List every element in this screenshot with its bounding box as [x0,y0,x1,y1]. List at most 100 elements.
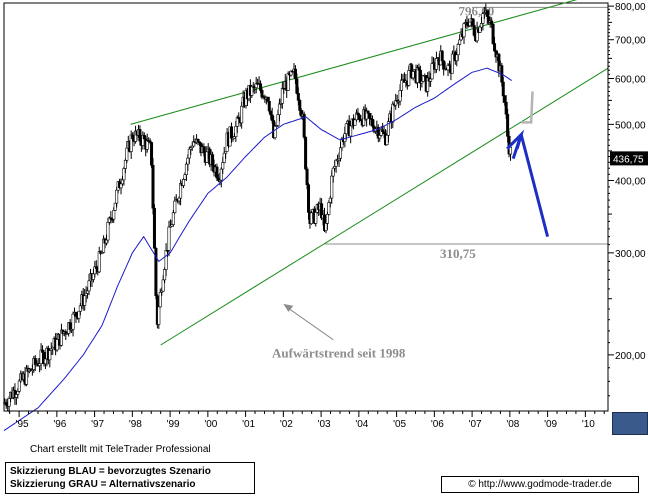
candle-body [157,306,161,325]
candle-body [177,197,181,202]
candle-body [14,394,18,398]
x-tick-label: '07 [469,419,482,430]
candle-body [152,207,156,249]
candle-body [366,110,370,114]
candle-body [84,293,88,297]
candle-body [78,305,82,312]
candle-body [442,60,446,70]
candle-body [4,402,8,406]
plot-area [3,2,609,412]
candle-body [314,212,318,224]
candle-body [186,157,190,165]
candle-body [504,101,508,115]
x-tick-label: '09 [544,419,557,430]
candle-body [450,53,454,74]
candle-body [104,239,108,244]
candle-body [455,54,459,62]
candle-body [173,200,177,214]
y-tick-label: 500,00 [615,120,646,131]
candle-body [456,44,460,56]
candle-body [378,135,382,139]
x-tick-label: '06 [431,419,444,430]
candle-body [417,67,421,71]
candle-body [338,147,342,159]
candle [151,158,155,215]
candle-body [164,250,168,270]
candle-body [123,159,127,169]
candle-body [357,114,361,120]
candle-body [305,168,309,186]
candle-body [267,100,271,112]
candle-body [115,189,119,204]
candle-body [503,95,507,103]
candle-body [77,310,81,319]
candle-body [407,70,411,86]
y-tick-label: 800,00 [615,2,646,13]
candle-body [167,226,171,251]
trend-annotation: Aufwärtstrend seit 1998 [272,345,406,360]
candle-body [324,223,328,231]
moving-average-line [3,67,512,432]
candle-body [479,23,483,28]
candle-body [325,214,329,224]
x-axis: '95 '96 '97 '98 '99 '00 '01 '02 '03 '04 '05 '06 '07 '… [4,410,608,430]
x-tick-label: '01 [242,419,255,430]
channel-upper-line [130,0,578,125]
x-tick-label: '04 [355,419,368,430]
candle-body [142,134,146,140]
candle-body [211,154,215,166]
candle-body [481,13,485,24]
chart-credit: Chart erstellt mit TeleTrader Profession… [30,444,211,455]
candle-body [125,147,129,161]
x-tick-label: '08 [506,419,519,430]
candle-body [41,349,45,353]
candle-body [509,146,513,155]
y-tick-label: 400,00 [615,176,646,187]
candle-body [280,87,284,104]
candle-body [71,313,75,330]
website-link[interactable]: © http://www.godmode-trader.de [441,476,639,493]
candle-body [353,119,357,126]
scenario-arrows [506,91,550,238]
x-tick-label: '99 [167,419,180,430]
candle-body [158,291,162,308]
x-tick-label: '00 [204,419,217,430]
candle-body [331,167,335,177]
candle [304,136,308,171]
candle-body [471,18,475,26]
candle-body [150,142,154,166]
candle [150,142,154,168]
candle-body [87,280,91,292]
candle-body [430,63,434,80]
candle-body [330,175,334,199]
y-axis: 800,00 700,00 600,00 500,00 400,00 300,00 200,… [607,2,648,411]
level-label: 310,75 [440,246,476,261]
candlesticks [3,3,513,413]
candle-body [205,151,209,163]
candle-body [260,90,264,98]
y-tick-label: 300,00 [615,249,646,260]
candle-body [38,363,42,367]
candle-body [506,113,510,137]
candle-body [349,125,353,137]
candle-body [411,71,415,79]
candle-body [458,39,462,45]
candle-body [328,197,332,203]
gray-scenario-arrow [521,91,534,124]
candle [113,202,117,211]
candle-body [122,168,126,181]
candle-body [182,179,186,186]
plot-frame [3,2,609,412]
candle-body [202,146,206,153]
candle-body [234,125,238,137]
x-tick-label: '96 [53,419,66,430]
candle-body [16,391,20,395]
candle-body [119,183,123,189]
candle-body [17,380,21,392]
candle-body [55,339,59,351]
candle-body [398,90,402,102]
candle-body [465,21,469,26]
candle-body [296,93,300,101]
